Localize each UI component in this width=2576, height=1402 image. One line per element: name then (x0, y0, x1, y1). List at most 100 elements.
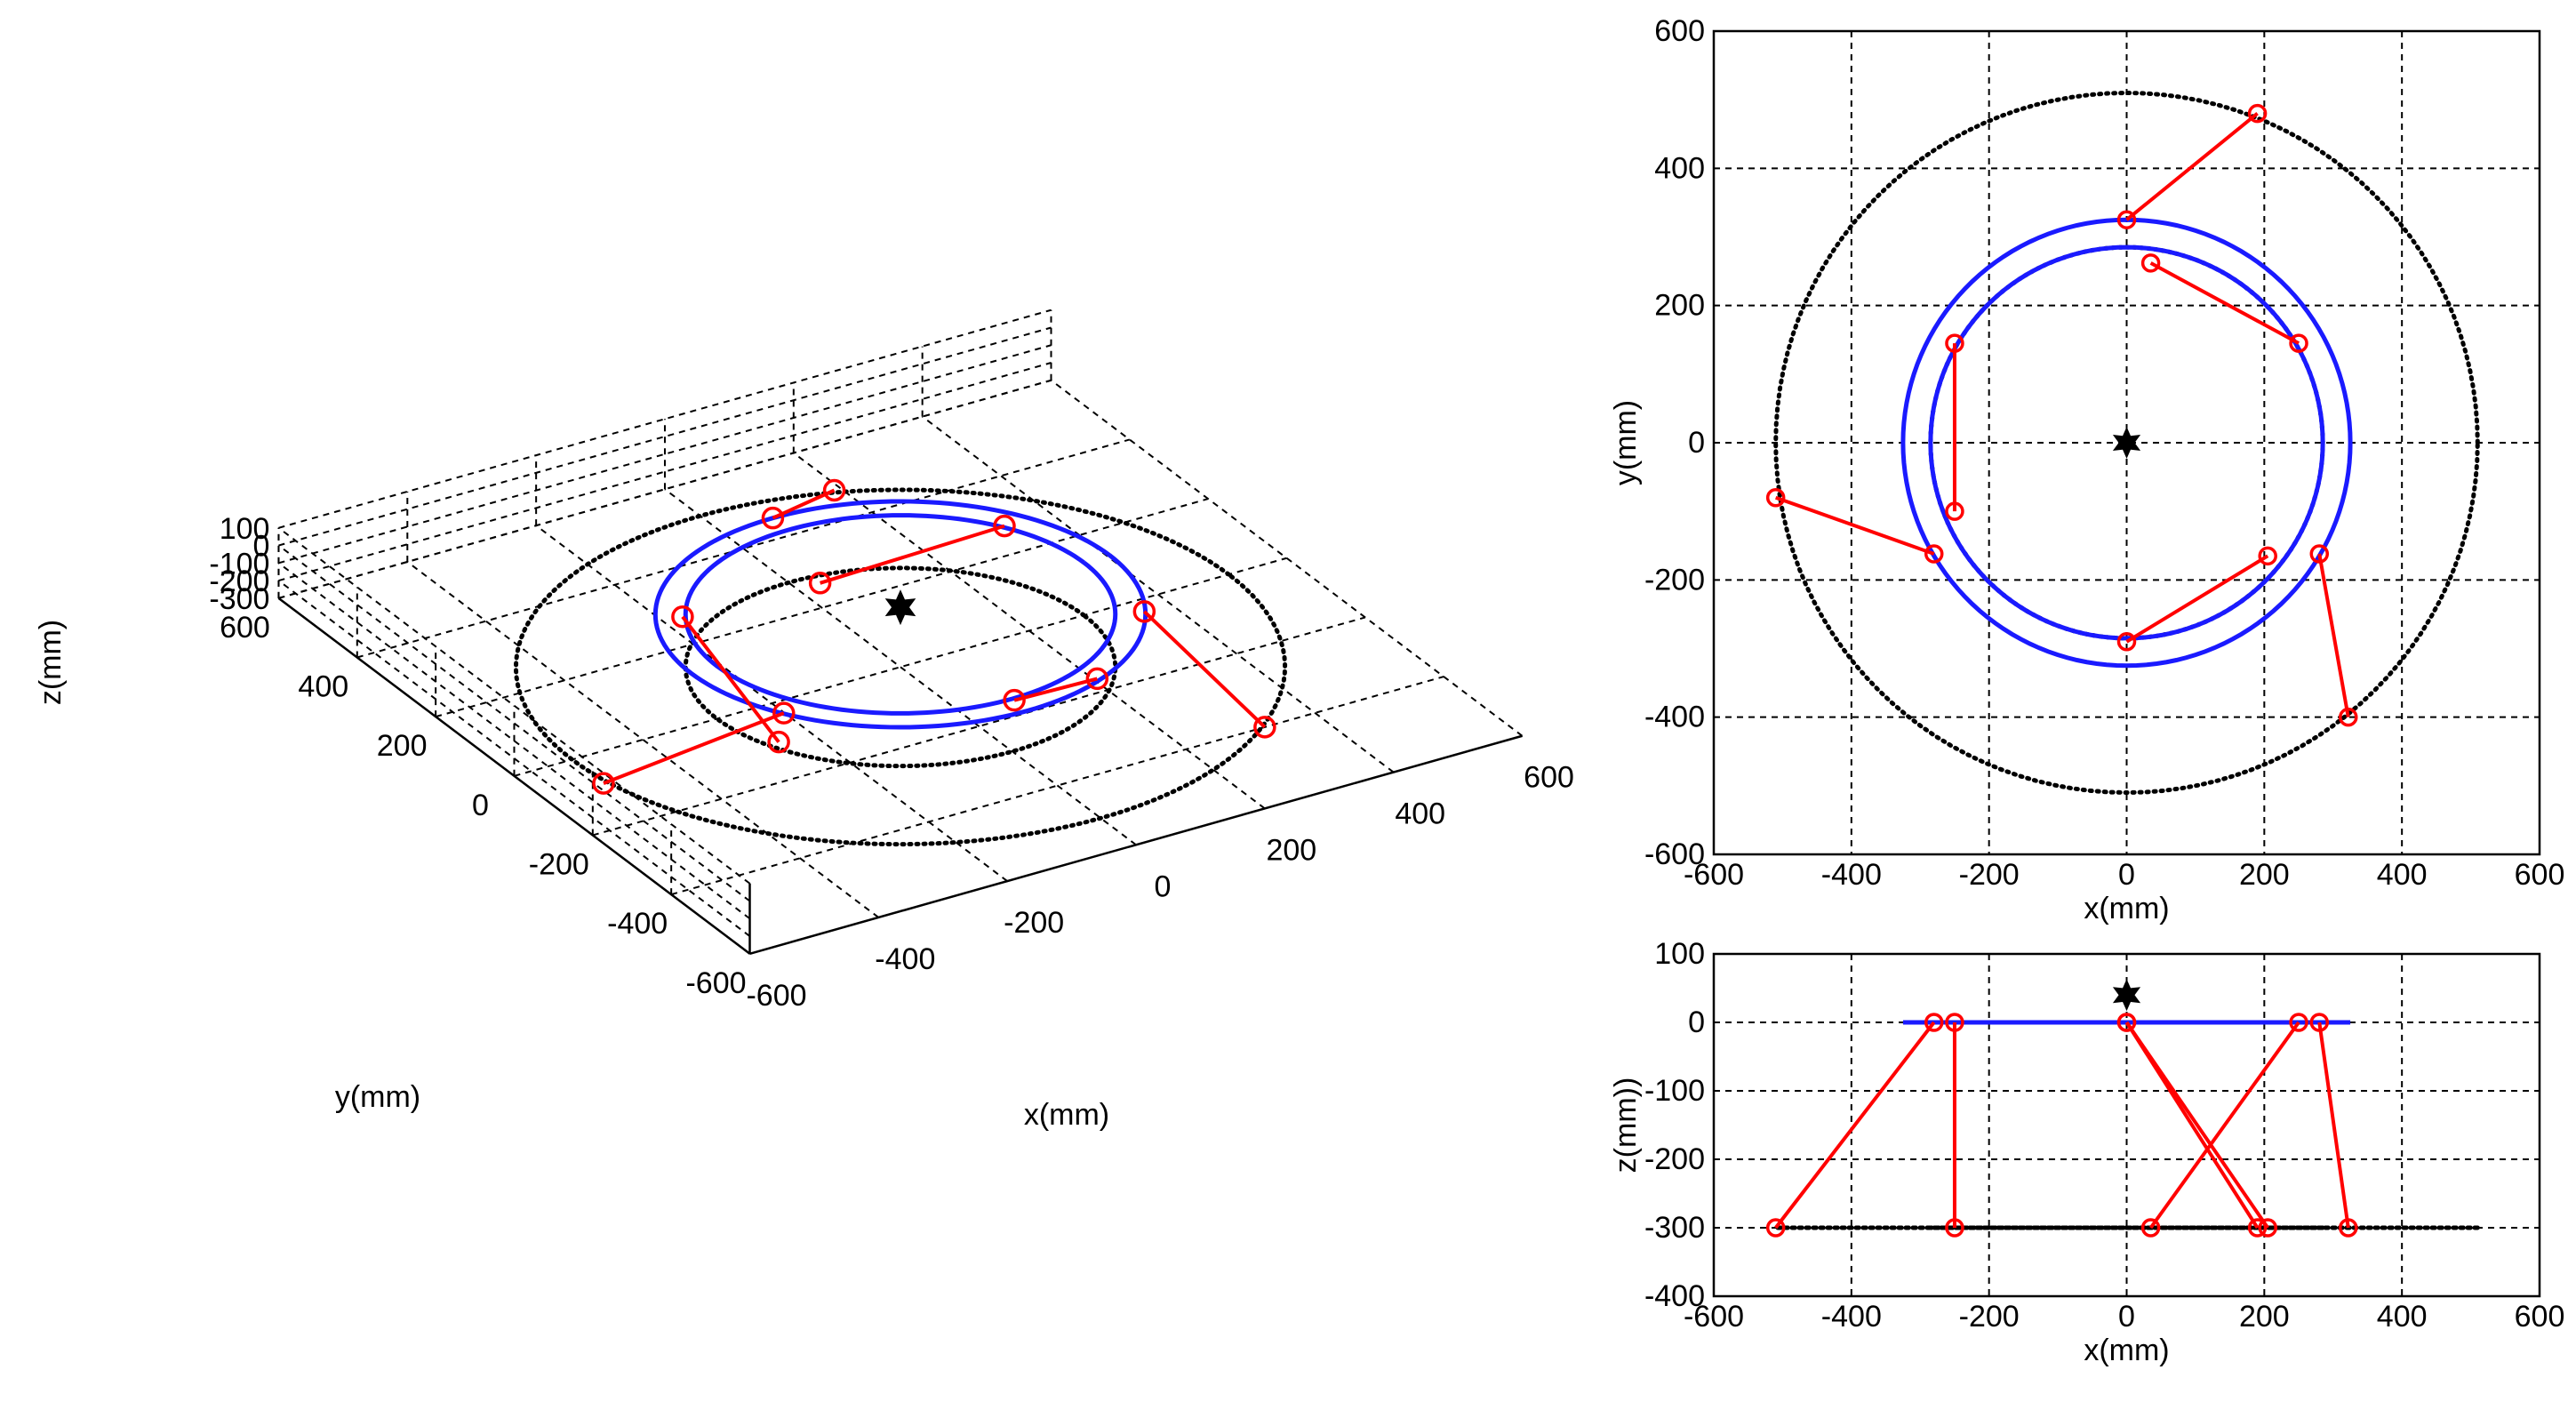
x-tick-label: 600 (2515, 1300, 2565, 1334)
top-joint-marker (2289, 1013, 2308, 1032)
top-joint-marker (761, 506, 785, 530)
base-joint-marker (2247, 1218, 2268, 1238)
x-tick-label: 200 (1266, 833, 1316, 867)
leg-line (2125, 112, 2259, 221)
top-joint-marker (1003, 688, 1026, 712)
y-tick-label: 600 (220, 611, 270, 645)
y-tick-label: -100 (1644, 1074, 1705, 1108)
x-tick-label: 200 (2239, 858, 2290, 892)
x-tick-label: -200 (1959, 858, 2020, 892)
side-wall-grid-line (277, 544, 751, 902)
x-axis-line (749, 734, 1523, 955)
platform-outer-circle (652, 499, 1148, 730)
x-tick-label: 400 (1395, 797, 1445, 831)
top-joint-marker (2309, 1013, 2330, 1032)
base-joint-marker (1945, 1218, 1964, 1238)
y-tick-label: -600 (1644, 837, 1705, 871)
y-axis-label: y(mm) (1609, 400, 1643, 485)
x-tick-label: -400 (1821, 1300, 1882, 1334)
y-tick-label: -200 (1644, 563, 1705, 597)
chart-top-view-xy: -600 -400 -200 0 200 400 600 -600 -400 -200 0 200 40… (1609, 14, 2564, 925)
y-tick-label: -400 (1644, 701, 1705, 734)
x-tick-label: -400 (875, 942, 935, 976)
base-inner-circle (683, 565, 1118, 769)
base-outer-circle (1773, 90, 2480, 796)
top-joint-marker (1945, 1013, 1964, 1032)
leg-line (1013, 677, 1098, 702)
platform-inner-circle (683, 513, 1118, 716)
top-joint-marker (772, 701, 796, 725)
top-joint-marker (1924, 544, 1944, 564)
y-tick-label: 200 (377, 729, 428, 763)
top-joint-marker (1945, 333, 1964, 353)
base-joint-marker (2247, 103, 2268, 124)
x-tick-label: -200 (1004, 906, 1064, 940)
y-tick-label: -200 (529, 847, 589, 881)
x-tick-label: -400 (1821, 858, 1882, 892)
z-tick-label: 100 (220, 512, 270, 546)
base-joint-marker (1945, 501, 1964, 521)
axes-box (1712, 29, 2541, 856)
top-joint-marker (2289, 333, 2308, 353)
leg-line (2317, 1021, 2350, 1229)
x-tick-label: 600 (1524, 761, 1574, 795)
base-joint-marker (2258, 1218, 2277, 1238)
base-joint-marker (1765, 487, 1786, 508)
x-tick-label: -600 (746, 979, 806, 1013)
leg-line (2125, 554, 2269, 644)
floor-grid-line (406, 561, 879, 918)
x-tick-label: 400 (2377, 1300, 2428, 1334)
x-tick-label: 0 (2118, 858, 2135, 892)
base-joint-marker (822, 478, 846, 502)
x-tick-label: 600 (2515, 858, 2565, 892)
z-tick-label: 0 (253, 530, 270, 564)
side-wall-grid-line (277, 580, 751, 937)
base-joint-marker (592, 772, 615, 795)
leg-line (603, 711, 785, 785)
z-tick-label: -300 (209, 582, 269, 616)
base-joint-marker (767, 730, 790, 754)
base-joint-marker (1765, 1218, 1786, 1238)
top-joint-marker (1924, 1013, 1944, 1032)
base-joint-marker (2140, 1218, 2161, 1238)
y-tick-label: -400 (607, 907, 668, 941)
floor-grid-line (664, 488, 1137, 846)
floor-grid-line (922, 415, 1395, 773)
x-axis-label: x(mm) (1024, 1098, 1109, 1132)
platform-outer-circle (1900, 217, 2353, 669)
y-tick-label: 0 (472, 789, 489, 822)
y-axis-label: y(mm) (335, 1080, 420, 1114)
side-wall-grid-line (277, 562, 751, 920)
leg-line (820, 524, 1005, 585)
base-joint-marker (2339, 1218, 2358, 1238)
top-joint-marker (2116, 210, 2137, 229)
z-axis-label: z(mm) (34, 620, 68, 705)
x-axis-label: x(mm) (2084, 1334, 2169, 1367)
x-tick-label: -600 (1684, 858, 1744, 892)
leg-line (1142, 610, 1267, 729)
leg-line (1775, 495, 1935, 556)
top-joint-marker (671, 605, 694, 629)
y-tick-label: -300 (1644, 1211, 1705, 1245)
leg-line (2148, 1021, 2300, 1230)
end-effector-star-marker (2112, 979, 2141, 1012)
y-tick-label: -200 (1644, 1142, 1705, 1176)
y-axis-label: z(mm)) (1609, 1078, 1643, 1174)
x-tick-label: 0 (1155, 869, 1172, 903)
side-wall-grid-line (277, 526, 751, 885)
base-joint-marker (1085, 667, 1109, 691)
z-tick-label: -100 (209, 547, 269, 581)
y-tick-label: 400 (1654, 151, 1705, 185)
y-tick-label: 0 (1688, 1005, 1705, 1039)
base-outer-circle (513, 487, 1288, 847)
floor-grid-line (1050, 379, 1524, 737)
y-tick-label: 0 (1688, 426, 1705, 460)
leg-line (1774, 1021, 1936, 1230)
x-tick-label: 400 (2377, 858, 2428, 892)
chart-side-view-xz: -600 -400 -200 0 200 400 600-400-300-200-10001… (1609, 937, 2564, 1367)
top-joint-marker (993, 514, 1016, 538)
y-tick-label: 100 (1654, 937, 1705, 971)
platform-inner-circle (1928, 244, 2325, 641)
x-tick-label: -600 (1684, 1300, 1744, 1334)
end-effector-star-marker (2112, 427, 2141, 459)
